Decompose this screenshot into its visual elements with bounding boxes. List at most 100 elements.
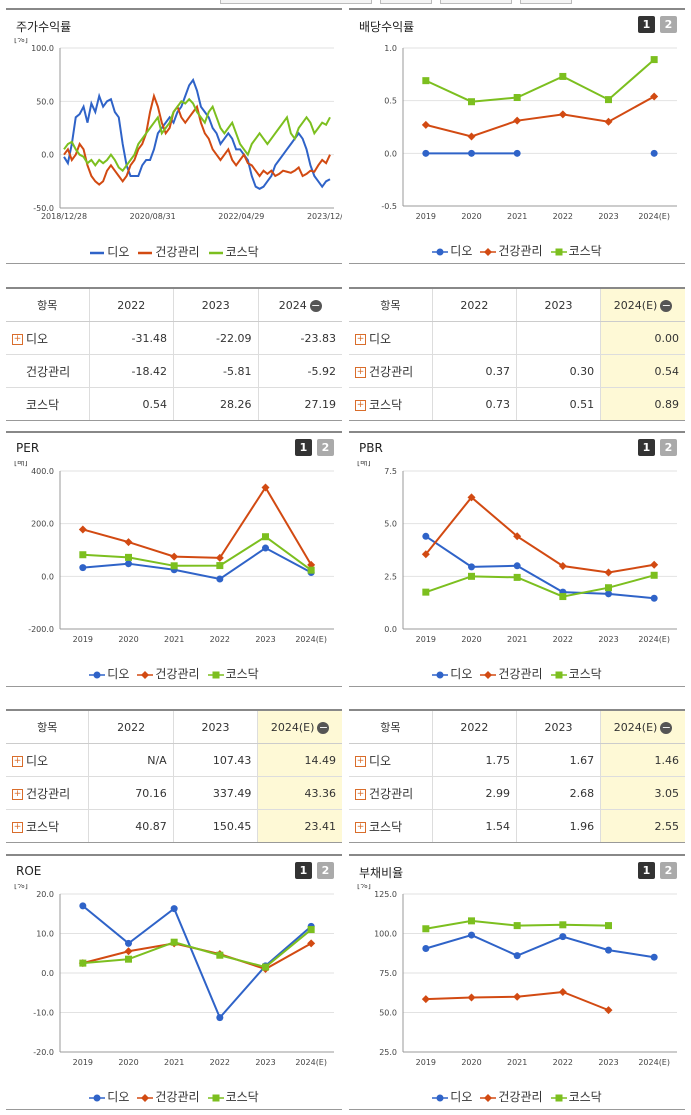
value-cell: 0.73 [431, 387, 517, 421]
expand-plus-icon[interactable]: + [12, 821, 23, 833]
column-header-label: 2022 [117, 298, 146, 312]
expand-plus-icon[interactable]: + [355, 821, 366, 833]
page-button-2[interactable]: 2 [317, 862, 334, 879]
legend-item[interactable]: 코스닥 [207, 665, 259, 682]
expand-plus-icon[interactable]: + [355, 399, 366, 411]
page-button-1[interactable]: 1 [295, 439, 312, 456]
legend-item[interactable]: 디오 [89, 243, 129, 260]
legend-item[interactable]: 코스닥 [550, 665, 602, 682]
y-tick-label: -20.0 [33, 1048, 54, 1057]
collapse-icon[interactable]: − [309, 298, 322, 312]
legend-item[interactable]: 디오 [89, 665, 129, 682]
legend-item[interactable]: 디오 [432, 242, 472, 259]
panel-title: PER [16, 441, 40, 455]
value-cell: 2.55 [600, 809, 685, 843]
panel-title: ROE [16, 864, 42, 878]
row-name: 디오 [26, 753, 49, 768]
row-name: 코스닥 [369, 819, 403, 834]
legend-label: 건강관리 [155, 667, 200, 681]
legend-label: 디오 [107, 245, 130, 259]
x-tick-label: 2019 [416, 212, 436, 221]
line-chart: [배] 7.5 5.0 2.5 0.0 2019 2020 2021 2022 2023 2024(… [357, 461, 677, 644]
value-cell [515, 321, 601, 355]
data-point [422, 588, 430, 596]
column-header-label: 2024 [278, 298, 307, 312]
expand-plus-icon[interactable]: + [355, 755, 366, 767]
pbr-panel: PBR 1 2 [배] 7.5 5.0 2.5 0.0 2019 2020 2021 2022 2023… [349, 431, 685, 688]
expand-plus-icon[interactable]: + [355, 788, 366, 800]
column-header: 2022 [431, 709, 517, 744]
legend-item[interactable]: 코스닥 [208, 243, 259, 260]
y-tick-label: 0.0 [41, 969, 54, 978]
value-cell: 0.30 [515, 354, 601, 388]
panel-bottom-border [6, 1109, 342, 1110]
value-cell: 0.00 [600, 321, 685, 355]
legend-swatch-icon [89, 1094, 106, 1101]
x-tick-label: 2021 [164, 635, 184, 644]
expand-plus-icon[interactable]: + [12, 788, 23, 800]
data-point [513, 116, 522, 125]
data-point [467, 993, 476, 1002]
row-name-cell: +코스닥 [6, 809, 89, 843]
data-point [650, 149, 658, 157]
collapse-icon[interactable]: − [660, 298, 673, 312]
series-line-1 [63, 92, 331, 186]
legend-item[interactable]: 디오 [432, 1088, 472, 1105]
data-point [262, 544, 269, 552]
value-cell: 1.96 [515, 809, 601, 843]
column-header: 항목 [6, 709, 89, 744]
legend-item[interactable]: 디오 [89, 1088, 129, 1105]
page-button-2[interactable]: 2 [660, 16, 677, 33]
collapse-icon[interactable]: − [317, 720, 330, 734]
table-row: + 코스닥 40.87 150.45 23.41 [6, 809, 342, 843]
row-name-cell: +코스닥 [349, 809, 433, 843]
page-button-1[interactable]: 1 [638, 16, 655, 33]
expand-plus-icon[interactable]: + [355, 366, 366, 378]
data-point [468, 98, 475, 106]
column-header: 2024(E) − [257, 709, 342, 744]
legend-swatch-icon [480, 247, 497, 256]
legend-marker-icon [436, 1094, 444, 1101]
legend-item[interactable]: 코스닥 [207, 1088, 259, 1105]
expand-plus-icon[interactable]: + [12, 755, 23, 767]
stock-return-panel: 주가수익률 [%] 100.0 50.0 0.0 -50.0 2018/12/28 2020/… [6, 8, 342, 265]
legend-marker-icon [555, 248, 563, 255]
legend-marker-icon [93, 671, 101, 678]
page-button-2[interactable]: 2 [660, 439, 677, 456]
legend-item[interactable]: 건강관리 [480, 665, 543, 682]
row-name-cell: +건강관리 [349, 354, 433, 388]
page-button-2[interactable]: 2 [317, 439, 334, 456]
data-point [307, 939, 316, 948]
page-button-1[interactable]: 1 [295, 862, 312, 879]
data-point [468, 917, 475, 925]
value-cell: 2.99 [431, 776, 517, 810]
x-tick-label: 2021 [507, 635, 527, 644]
row-name: 코스닥 [26, 819, 60, 834]
page-button-1[interactable]: 1 [638, 862, 655, 879]
table-row: + 디오 1.75 1.67 1.46 [349, 743, 685, 777]
series-line-1 [425, 95, 655, 138]
page-button-2[interactable]: 2 [660, 862, 677, 879]
legend-item[interactable]: 건강관리 [137, 1088, 200, 1105]
y-tick-label: 0.5 [384, 97, 397, 106]
legend-item[interactable]: 건강관리 [480, 1088, 543, 1105]
legend-swatch-icon [89, 671, 106, 678]
legend-item[interactable]: 코스닥 [550, 1088, 602, 1105]
data-point [170, 938, 178, 946]
data-point [125, 553, 132, 561]
row-name-cell: +코스닥 [349, 387, 433, 421]
legend-item[interactable]: 코스닥 [550, 242, 602, 259]
legend-item[interactable]: 건강관리 [137, 665, 200, 682]
expand-plus-icon[interactable]: + [355, 333, 366, 345]
column-header: 항목 [349, 287, 433, 322]
collapse-icon[interactable]: − [660, 720, 673, 734]
legend-swatch-icon [207, 1094, 224, 1101]
page-button-1[interactable]: 1 [638, 439, 655, 456]
table-row: + 디오 N/A 107.43 14.49 [6, 743, 342, 777]
return-table: 항목202220232024−+디오-31.48-22.09-23.83+건강관… [6, 287, 342, 421]
expand-plus-icon[interactable]: + [12, 333, 23, 345]
legend-item[interactable]: 건강관리 [480, 242, 543, 259]
legend-item[interactable]: 디오 [432, 665, 472, 682]
value-cell: 107.43 [172, 743, 258, 777]
legend-item[interactable]: 건강관리 [137, 243, 200, 260]
